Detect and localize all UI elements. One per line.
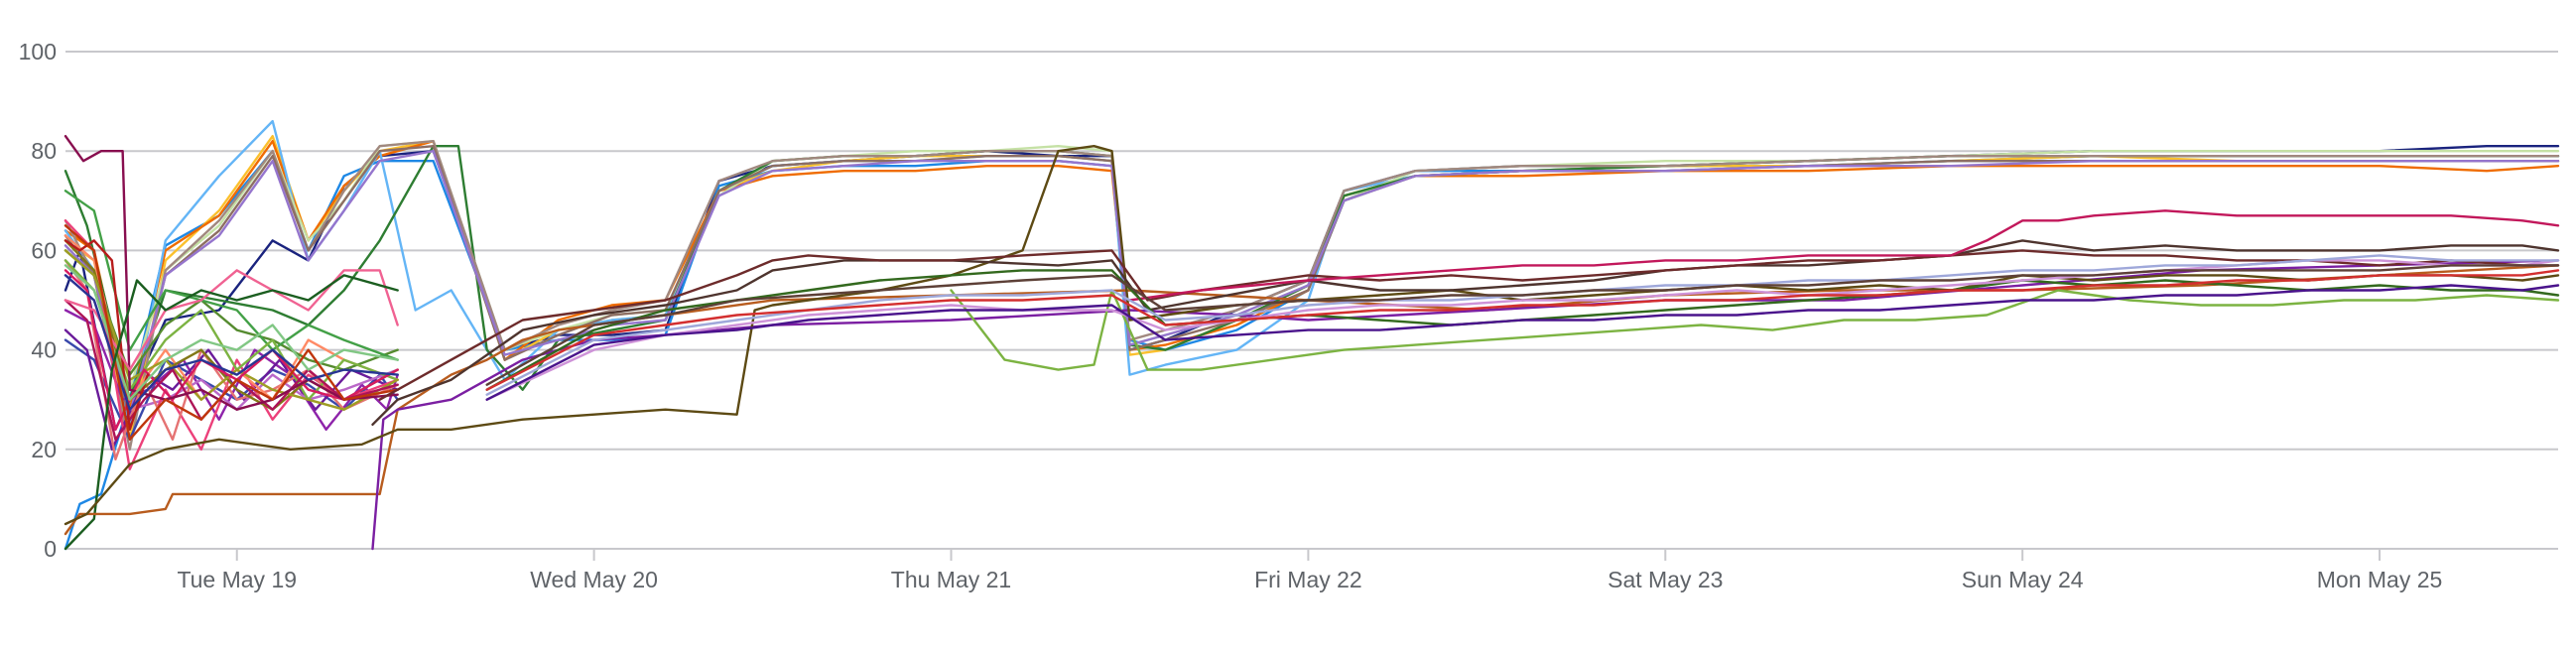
x-tick-label: Sat May 23	[1608, 567, 1723, 592]
series-line-39	[485, 269, 2560, 391]
series-line-31	[64, 274, 399, 551]
series-line-19	[64, 190, 399, 361]
series-line-26	[64, 239, 150, 431]
x-tick-label: Thu May 21	[891, 567, 1011, 592]
series-line-32	[64, 264, 2560, 536]
series-line-30	[64, 224, 399, 441]
x-tick-label: Wed May 20	[530, 567, 658, 592]
gridlines	[65, 51, 2558, 550]
series-line-37	[1128, 209, 2560, 302]
series-line-34	[64, 144, 2560, 526]
y-tick-label: 0	[44, 536, 57, 562]
y-tick-label: 60	[31, 237, 57, 263]
series-lines	[64, 119, 2560, 551]
series-line-35	[371, 239, 2560, 426]
series-line-15	[64, 219, 399, 470]
series-line-25	[64, 134, 399, 411]
y-tick-label: 80	[31, 138, 57, 164]
x-axis-tick-labels: Tue May 19 Wed May 20 Thu May 21 Fri May 22…	[177, 549, 2442, 592]
series-line-36	[378, 249, 2560, 401]
x-tick-label: Tue May 19	[177, 567, 297, 592]
y-tick-label: 40	[31, 337, 57, 363]
series-line-13	[64, 328, 399, 451]
series-line-22	[64, 249, 399, 411]
x-tick-label: Sun May 24	[1962, 567, 2084, 592]
y-tick-label: 20	[31, 437, 57, 462]
series-line-42	[485, 284, 2560, 401]
x-tick-label: Fri May 22	[1254, 567, 1362, 592]
series-line-43	[485, 264, 2560, 386]
y-tick-label: 100	[19, 39, 57, 65]
x-tick-label: Mon May 25	[2317, 567, 2443, 592]
series-line-12	[64, 309, 399, 431]
series-line-38	[950, 289, 2560, 371]
series-line-44	[485, 269, 2560, 391]
y-axis-tick-labels: 0 20 40 60 80 100	[19, 39, 57, 562]
series-line-10	[64, 149, 2560, 416]
